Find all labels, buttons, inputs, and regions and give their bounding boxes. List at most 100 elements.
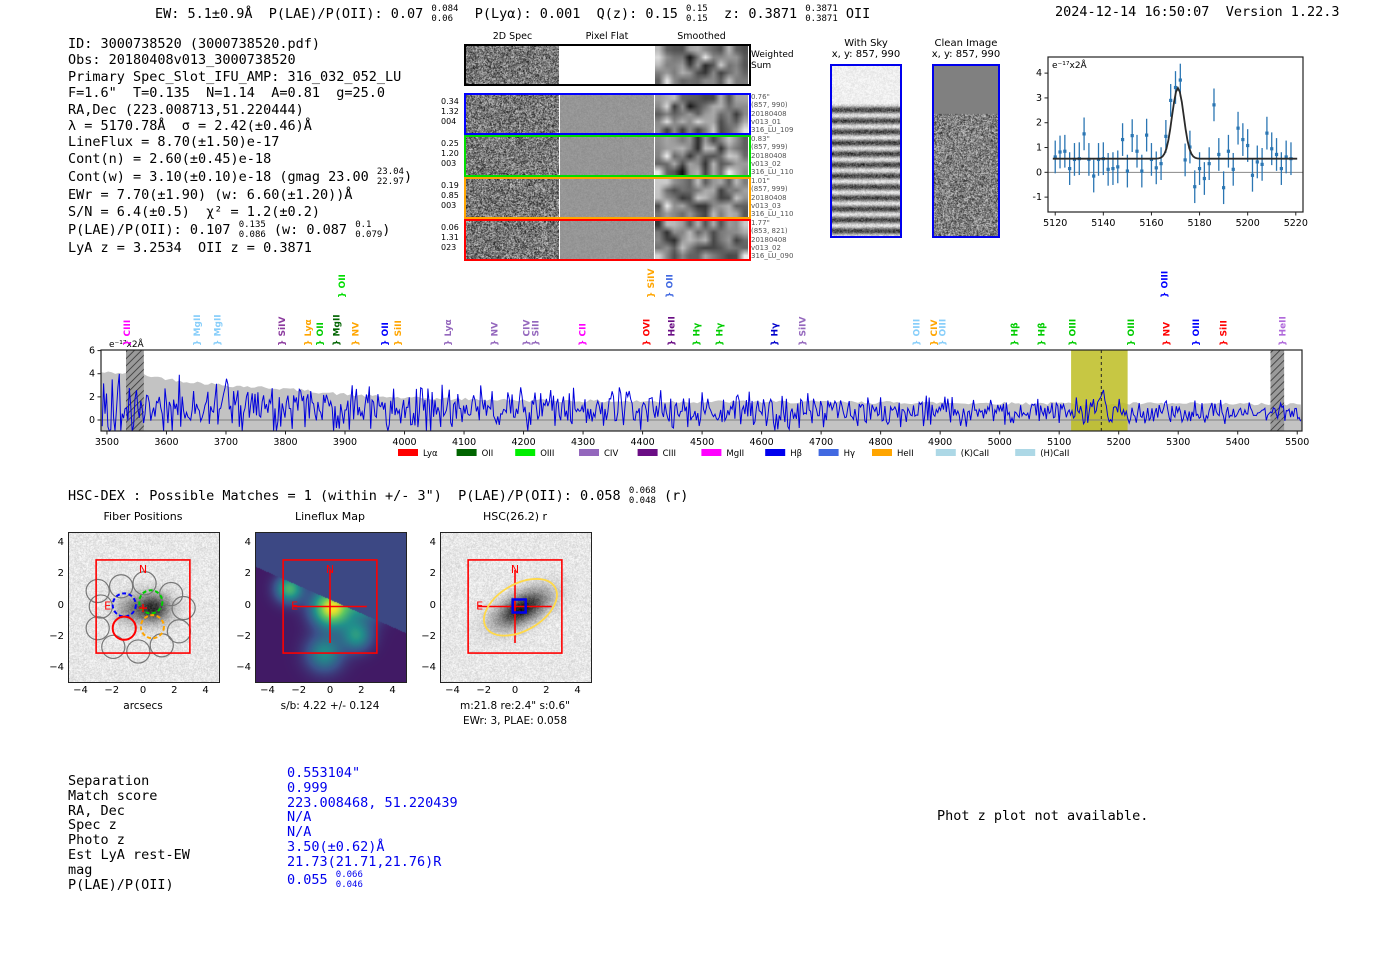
svg-text:3: 3 [1036,93,1042,104]
svg-text:5200: 5200 [1107,437,1131,448]
svg-text:3700: 3700 [214,437,238,448]
svg-text:4200: 4200 [511,437,535,448]
y-tick: 2 [57,568,64,580]
svg-text:4300: 4300 [571,437,595,448]
x-tick: 2 [543,685,550,696]
svg-text:5200: 5200 [1236,218,1260,229]
lineflux_map-east-label: E [291,600,298,613]
emission-line-label-OVI: } OVI [643,319,653,346]
hsc_r-north-label: N [511,563,519,576]
fiber-row-annotation: 1.77" (853, 821) 20180408 v013_02 316_LU_090 [751,219,794,260]
hsc_r-xlabel2: EWr: 3, PLAE: 0.058 [462,715,568,727]
weighted-sum-label: Weighted Sum [751,50,794,71]
emission-line-label-OIII: } OIII [1161,271,1171,298]
svg-text:5300: 5300 [1166,437,1190,448]
info-line-1: Obs: 20180408v013_3000738520 [68,52,412,68]
legend-label-CIV: CIV [604,449,618,459]
svg-text:4900: 4900 [928,437,952,448]
x-tick: 2 [358,685,365,696]
fiber-cutout-row-1-spec2d-image [466,137,559,175]
info-line-0: ID: 3000738520 (3000738520.pdf) [68,36,412,52]
phot-z-note: Phot z plot not available. [937,808,1149,824]
x-tick: 0 [326,685,334,696]
hsc_r-title: HSC(26.2) r [482,510,548,523]
emission-line-label-Hγ: } Hγ [715,323,725,346]
info-line-2-text: Primary Spec_Slot_IFU_AMP: 316_032_052_L… [68,68,402,85]
info-line-8-text: Cont(w) = 3.10(±0.10)e-18 (gmag 23.00 [68,169,377,186]
svg-text:3500: 3500 [95,437,119,448]
svg-text:2: 2 [89,392,95,403]
summary-text: OII [837,6,871,23]
svg-text:5160: 5160 [1139,218,1163,229]
timestamp-version: 2024-12-14 16:50:07 Version 1.22.3 [1055,4,1340,20]
legend-label-HeII: HeII [897,449,914,459]
svg-text:4: 4 [1036,68,1042,79]
info-line-9: EWr = 7.70(±1.90) (w: 6.60(±1.20))Å [68,187,412,203]
fiber-row-weights: 0.06 1.31 023 [441,223,459,252]
match-table-values: 0.553104" 0.999 223.008468, 51.220439 N/A N/… [287,766,458,890]
svg-text:4500: 4500 [690,437,714,448]
info-line-8: Cont(w) = 3.10(±0.10)e-18 (gmag 23.00 23… [68,167,412,187]
panel-hsc_r: HSC(26.2) r N E −4 −4 −2 −2 0 0 2 2 4 4 m:21.8 re:2.4… [405,510,615,749]
info-line-11: P(LAE)/P(OII): 0.107 0.135 0.086 (w: 0.08… [68,220,412,240]
svg-text:2: 2 [1036,118,1042,129]
emission-line-label-OII: } OII [381,322,391,346]
x-tick: 4 [202,685,209,696]
svg-text:1: 1 [1036,143,1042,154]
legend-label-Hγ: Hγ [844,449,855,459]
svg-text:4000: 4000 [392,437,416,448]
svg-text:5400: 5400 [1226,437,1250,448]
svg-text:6: 6 [89,346,95,357]
fiber-row-weights: 0.19 0.85 003 [441,181,459,210]
info-line-12-text: LyA z = 3.2534 OII z = 0.3871 [68,240,312,257]
emission-line-label-SiIV: } SiIV [647,269,657,298]
info-line-6-text: LineFlux = 8.70(±1.50)e-17 [68,134,280,151]
version-label: Version 1.22.3 [1225,4,1340,20]
x-tick: 2 [171,685,178,696]
legend-label-OIII: OIII [540,449,554,459]
svg-text:4: 4 [89,369,95,380]
hsc_r-overlay: NE [467,559,563,654]
emission-line-label-NV: } NV [1162,322,1172,346]
info-line-7-text: Cont(n) = 2.60(±0.45)e-18 [68,150,272,167]
info-line-9-text: EWr = 7.70(±1.90) (w: 6.60(±1.20))Å [68,187,353,204]
summary-line: EW: 5.1±0.9Å P(LAE)/P(OII): 0.07 0.084 0.… [155,4,870,24]
match-line-text: (r) [655,488,689,505]
info-line-3: F=1.6" T=0.135 N=1.14 A=0.81 g=25.0 [68,85,412,101]
y-tick: 0 [429,599,436,611]
y-tick: −4 [49,661,64,673]
lineflux_map-title: Lineflux Map [294,510,366,523]
svg-text:3600: 3600 [154,437,178,448]
cutout-col-title: 2D Spec [492,31,533,42]
panel-lineflux_map: Lineflux Map N E −4 −4 −2 −2 0 0 2 2 4 4 s/b: 4.22 +/… [220,510,430,749]
fiber_positions-title: Fiber Positions [103,510,183,523]
weighted-sum-row-smoothed-image [655,46,748,84]
fiber-row-annotation: 1.01" (857, 999) 20180408 v013_03 316_LU_110 [751,177,794,218]
match-table-label: RA, Dec [68,802,125,819]
svg-text:4800: 4800 [869,437,893,448]
fiber-row-weights: 0.25 1.20 003 [441,139,459,168]
y-tick: 2 [244,568,251,580]
y-tick: 2 [429,568,436,580]
match-value-2-text: 223.008468, 51.220439 [287,794,458,811]
summary-hi-lo-stack: 0.084 0.06 [431,4,459,25]
y-tick: 0 [57,599,64,611]
lineflux_map-north-label: N [326,563,334,576]
legend-label-OII: OII [482,449,494,459]
legend-label-Hβ: Hβ [790,449,802,459]
summary-hi-lo-stack: 0.3871 0.3871 [805,4,838,25]
info-line-12: LyA z = 3.2534 OII z = 0.3871 [68,240,412,256]
emission-line-label-MgII: } MgII [193,314,203,346]
clean-image-coords: x, y: 857, 990 [931,49,1001,60]
info-line-0-text: ID: 3000738520 (3000738520.pdf) [68,36,320,52]
emission-line-label-MgII: } MgII [214,314,224,346]
fiber-cutout-row-2 [464,177,751,219]
match-value-0-text: 0.553104" [287,765,361,781]
match-table-value: N/A [287,810,458,825]
x-tick: 0 [511,685,519,696]
info-line-4: RA,Dec (223.008713,51.220444) [68,102,412,118]
cutout-col-title: Pixel Flat [585,31,629,42]
fiber-cutout-row-2-spec2d-image [466,179,559,217]
flux-units-annotation: e⁻¹⁷x2Å [1052,59,1088,71]
match-value-5-text: 3.50(±0.62)Å [287,838,385,855]
